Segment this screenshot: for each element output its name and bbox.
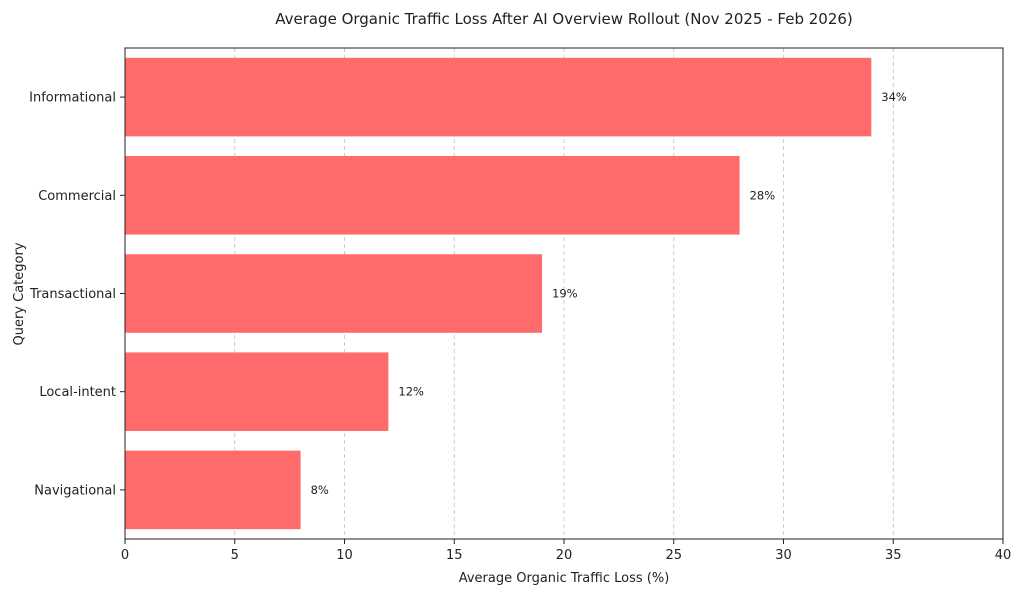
bar-informational [125, 57, 872, 137]
bar-local-intent [125, 352, 389, 431]
y-axis-ticks: Informational Commercial Transactional Loca… [29, 91, 125, 498]
chart-title: Average Organic Traffic Loss After AI Ov… [275, 10, 853, 28]
data-label: 8% [311, 483, 329, 497]
bar-navigational [125, 450, 301, 530]
x-tick-label: 0 [121, 548, 129, 563]
y-tick-label: Transactional [29, 287, 116, 302]
y-tick-label: Informational [29, 91, 116, 106]
x-tick-label: 5 [231, 548, 239, 563]
data-label: 19% [552, 287, 578, 301]
data-label: 34% [881, 90, 907, 104]
data-label: 12% [398, 385, 424, 399]
x-tick-label: 40 [995, 548, 1012, 563]
x-tick-label: 30 [775, 548, 792, 563]
bars: 34% 28% 19% 12% 8% [125, 57, 907, 530]
x-tick-label: 25 [665, 548, 682, 563]
data-label: 28% [750, 188, 776, 202]
bar-commercial [125, 156, 740, 235]
bar-transactional [125, 254, 543, 333]
x-tick-label: 15 [446, 548, 463, 563]
x-axis-label: Average Organic Traffic Loss (%) [459, 571, 670, 586]
x-tick-label: 10 [336, 548, 353, 563]
y-tick-label: Commercial [38, 189, 116, 204]
y-tick-label: Local-intent [39, 385, 116, 400]
x-axis-ticks: 0 5 10 15 20 25 30 35 40 [121, 539, 1011, 563]
y-axis-label: Query Category [12, 242, 27, 345]
x-tick-label: 35 [885, 548, 902, 563]
x-tick-label: 20 [556, 548, 573, 563]
y-tick-label: Navigational [34, 483, 116, 498]
